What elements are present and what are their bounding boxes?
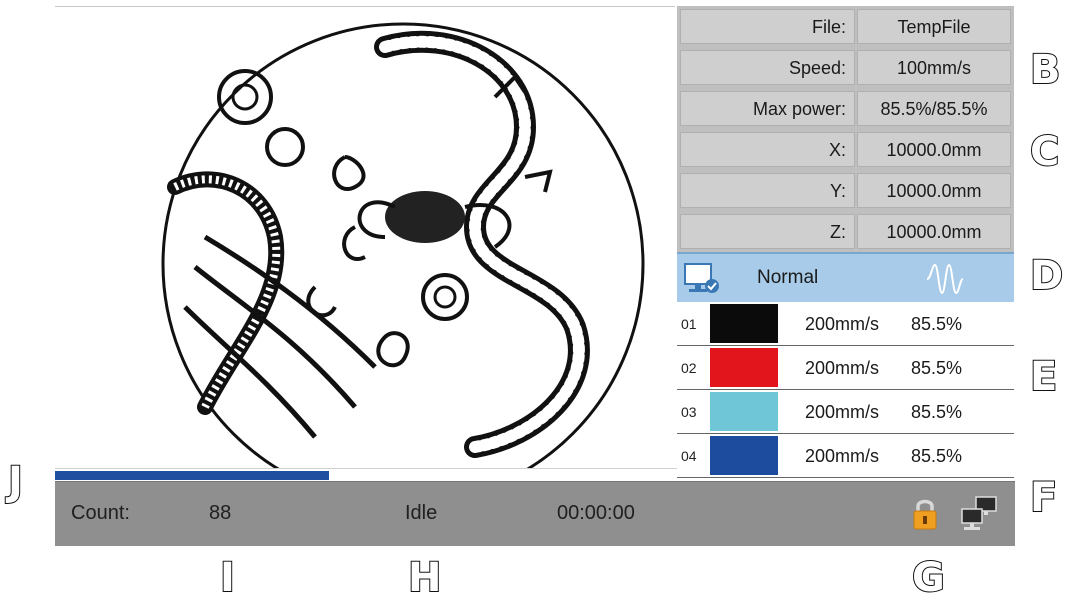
info-row-x: X: 10000.0mm — [677, 129, 1014, 170]
layer-speed: 200mm/s — [805, 314, 880, 334]
layer-color-swatch — [710, 304, 778, 343]
layer-row[interactable]: 02 200mm/s 85.5% — [677, 346, 1014, 390]
layer-speed: 200mm/s — [805, 446, 880, 466]
mode-bar[interactable]: Normal — [677, 252, 1014, 302]
padlock-icon[interactable] — [911, 497, 939, 531]
x-label: X: — [680, 132, 855, 167]
callout-f: F — [1029, 475, 1058, 521]
elapsed-time: 00:00:00 — [557, 502, 635, 524]
z-label: Z: — [680, 214, 855, 249]
layer-number: 02 — [681, 360, 697, 376]
info-row-file: File: TempFile — [677, 6, 1014, 47]
job-info-panel: File: TempFile Speed: 100mm/s Max power:… — [677, 6, 1014, 252]
callout-i: I — [219, 555, 236, 601]
layer-row[interactable]: 01 200mm/s 85.5% — [677, 302, 1014, 346]
network-computers-icon[interactable] — [958, 495, 1000, 533]
callout-b: B — [1029, 47, 1061, 93]
max-power-label: Max power: — [680, 91, 855, 126]
callout-h: H — [407, 555, 443, 601]
graphic-preview-area[interactable] — [55, 6, 675, 469]
callout-j: J — [7, 459, 24, 505]
layer-color-swatch — [710, 436, 778, 475]
layer-speed: 200mm/s — [805, 358, 880, 378]
layer-number: 03 — [681, 404, 697, 420]
monitor-check-icon — [684, 263, 719, 293]
layer-number: 01 — [681, 316, 697, 332]
file-value: TempFile — [857, 9, 1011, 44]
status-bar: Count: 88 Idle 00:00:00 — [55, 481, 1015, 546]
machine-state: Idle — [405, 502, 438, 524]
max-power-value: 85.5%/85.5% — [857, 91, 1011, 126]
callout-e: E — [1029, 354, 1058, 400]
layer-power: 85.5% — [911, 446, 963, 466]
layer-number: 04 — [681, 448, 697, 464]
count-label: Count: — [71, 502, 130, 524]
callout-c: C — [1029, 129, 1060, 175]
layer-power: 85.5% — [911, 358, 963, 378]
mode-label: Normal — [757, 267, 819, 288]
speed-label: Speed: — [680, 50, 855, 85]
file-label: File: — [680, 9, 855, 44]
info-row-y: Y: 10000.0mm — [677, 170, 1014, 211]
y-value: 10000.0mm — [857, 173, 1011, 208]
speed-value: 100mm/s — [857, 50, 1011, 85]
layer-list: 01 200mm/s 85.5% 02 200mm/s 85.5% 03 200… — [677, 302, 1014, 480]
layer-power: 85.5% — [911, 402, 963, 422]
callout-g: G — [911, 555, 946, 601]
info-row-speed: Speed: 100mm/s — [677, 47, 1014, 88]
layer-power: 85.5% — [911, 314, 963, 334]
y-label: Y: — [680, 173, 855, 208]
layer-row[interactable]: 03 200mm/s 85.5% — [677, 390, 1014, 434]
z-value: 10000.0mm — [857, 214, 1011, 249]
info-row-z: Z: 10000.0mm — [677, 211, 1014, 252]
info-row-max-power: Max power: 85.5%/85.5% — [677, 88, 1014, 129]
callout-d: D — [1029, 253, 1064, 299]
x-value: 10000.0mm — [857, 132, 1011, 167]
layer-row[interactable]: 04 200mm/s 85.5% — [677, 434, 1014, 478]
layer-color-swatch — [710, 392, 778, 431]
waveform-icon — [926, 263, 964, 295]
count-value: 88 — [209, 502, 232, 524]
layer-color-swatch — [710, 348, 778, 387]
progress-fill — [55, 471, 329, 480]
engraving-artwork — [161, 22, 645, 469]
layer-speed: 200mm/s — [805, 402, 880, 422]
